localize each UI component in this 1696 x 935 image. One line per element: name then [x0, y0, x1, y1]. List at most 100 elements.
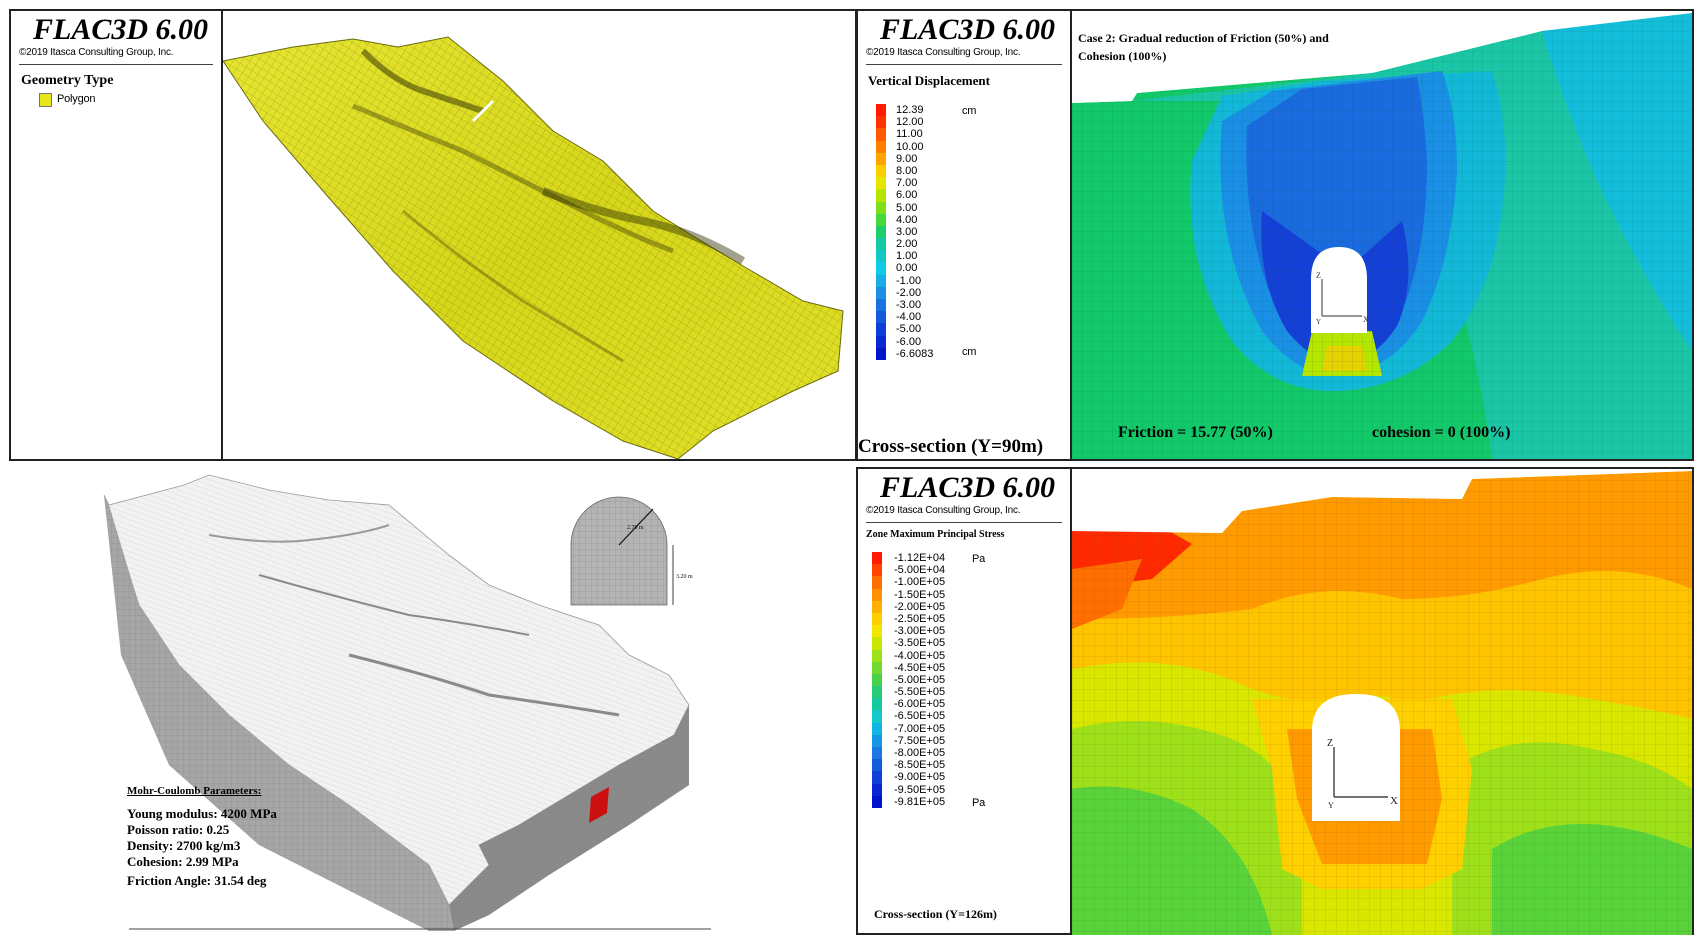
scale-value: 12.39 [896, 104, 924, 116]
scale-swatch [872, 795, 882, 808]
scale-row: -7.50E+05 [872, 734, 1062, 747]
model-block-view: 2.70 m 3.20 m [103, 474, 711, 931]
scale-value: 10.00 [896, 140, 924, 153]
legend-swatch [39, 93, 52, 107]
params-block: Mohr-Coulomb Parameters: Young modulus: … [127, 785, 397, 889]
section-label: Cross-section (Y=90m) [858, 436, 1044, 457]
scale-row: -1.12E+04 [872, 552, 1062, 565]
scale-swatch [876, 262, 886, 275]
scale-value: -5.00 [896, 323, 922, 336]
scale-row: -6.00 [876, 335, 1046, 348]
scale-value: -8.00E+05 [894, 747, 946, 759]
scale-swatch [872, 698, 882, 711]
panel-model-3d: 2.70 m 3.20 m Mohr-Coulomb Parameters: Y… [9, 465, 859, 931]
scale-row: -6.50E+05 [872, 710, 1062, 723]
scale-value: -4.00E+05 [894, 649, 946, 662]
legend-box: FLAC3D 6.00 ©2019 Itasca Consulting Grou… [858, 469, 1072, 935]
dim-radius-label: 2.70 m [627, 525, 644, 531]
scale-row: -9.81E+05 [872, 795, 1062, 808]
scale-value: -2.00E+05 [894, 600, 946, 613]
legend-box: FLAC3D 6.00 ©2019 Itasca Consulting Grou… [11, 11, 223, 459]
scale-row: -1.00 [876, 274, 1046, 287]
scale-row: -8.50E+05 [872, 759, 1062, 772]
scale-swatch [876, 164, 886, 178]
param-poisson: Poisson ratio: 0.25 [127, 822, 230, 837]
axis-x-label: X [1363, 315, 1369, 324]
stress-contour-view: Z X Y [1072, 469, 1692, 935]
unit-top: Pa [972, 553, 986, 565]
tunnel-section-inset: 2.70 m 3.20 m [570, 496, 693, 606]
divider [866, 64, 1062, 65]
scale-swatch [876, 238, 886, 251]
scale-swatch [876, 225, 886, 239]
unit-top: cm [962, 105, 977, 117]
terrain-mesh-view [223, 36, 844, 459]
scale-row: 9.00 [876, 152, 1046, 165]
legend-heading: Vertical Displacement [868, 73, 990, 88]
scale-row: 4.00 [876, 213, 1046, 226]
scale-row: 2.00 [876, 238, 1046, 251]
panel-vertical-displacement: FLAC3D 6.00 ©2019 Itasca Consulting Grou… [856, 9, 1694, 461]
scale-value: -9.50E+05 [894, 783, 946, 796]
scale-swatch [872, 734, 882, 747]
scale-value: -9.81E+05 [894, 795, 946, 808]
legend-heading: Zone Maximum Principal Stress [866, 529, 1005, 540]
scale-swatch [876, 311, 886, 324]
scale-value: 8.00 [896, 164, 918, 177]
scale-swatch [872, 588, 882, 601]
scale-swatch [872, 783, 882, 796]
scale-row: -9.00E+05 [872, 771, 1062, 784]
scale-row: 10.00 [876, 140, 1046, 153]
flac-title: FLAC3D 6.00 [880, 13, 1056, 46]
axis-y-label: Y [1316, 318, 1321, 326]
scale-swatch [872, 612, 882, 626]
scale-value: -3.00E+05 [894, 625, 946, 638]
scale-value: 3.00 [896, 225, 918, 238]
scale-swatch [872, 673, 882, 687]
scale-swatch [876, 116, 886, 129]
scale-swatch [872, 771, 882, 784]
axis-z-label: Z [1316, 271, 1321, 280]
color-scale: -1.12E+04 -5.00E+04 -1.00E+05 -1.50E+05 -2.0… [872, 552, 1062, 808]
scale-swatch [876, 250, 886, 263]
scale-swatch [872, 625, 882, 638]
scale-value: -4.00 [896, 311, 922, 324]
scale-swatch [876, 128, 886, 141]
axis-triad: Z X Y [1316, 271, 1369, 326]
scale-row: 12.00 [876, 116, 1046, 129]
divider [866, 522, 1062, 523]
case-title-line-1: Case 2: Gradual reduction of Friction (5… [1078, 31, 1329, 45]
scale-row: -3.00E+05 [872, 625, 1062, 638]
scale-swatch [876, 177, 886, 190]
scale-swatch [876, 286, 886, 299]
scale-row: -4.00 [876, 311, 1046, 324]
scale-row: -9.50E+05 [872, 783, 1062, 796]
scale-swatch [876, 152, 886, 165]
scale-row: -2.50E+05 [872, 612, 1062, 626]
scale-value: -5.50E+05 [894, 686, 946, 699]
divider [19, 64, 213, 65]
scale-swatch [872, 722, 882, 735]
scale-row: 11.00 [876, 128, 1046, 141]
dim-height-label: 3.20 m [676, 574, 693, 580]
axis-triad: Z X Y [1327, 738, 1398, 810]
panel-principal-stress: FLAC3D 6.00 ©2019 Itasca Consulting Grou… [856, 467, 1694, 935]
flac-title: FLAC3D 6.00 [880, 471, 1056, 504]
scale-swatch [876, 323, 886, 336]
param-young: Young modulus: 4200 MPa [127, 806, 277, 821]
section-label: Cross-section (Y=126m) [874, 907, 997, 921]
param-cohesion: Cohesion: 2.99 MPa [127, 854, 239, 869]
scale-row: -7.00E+05 [872, 722, 1062, 735]
color-scale: 12.39 12.00 11.00 10.00 9.00 8.00 7.00 6.00 5.00… [876, 104, 1046, 360]
scale-row: -2.00E+05 [872, 600, 1062, 613]
scale-value: 11.00 [896, 128, 923, 141]
scale-swatch [876, 335, 886, 348]
scale-row: 3.00 [876, 225, 1046, 239]
scale-value: -1.00 [896, 274, 922, 287]
scale-swatch [872, 686, 882, 699]
scale-value: -8.50E+05 [894, 759, 946, 772]
scale-swatch [872, 747, 882, 760]
scale-row: 12.39 [876, 104, 1046, 117]
scale-value: -1.00E+05 [894, 576, 946, 589]
scale-swatch [876, 104, 886, 117]
